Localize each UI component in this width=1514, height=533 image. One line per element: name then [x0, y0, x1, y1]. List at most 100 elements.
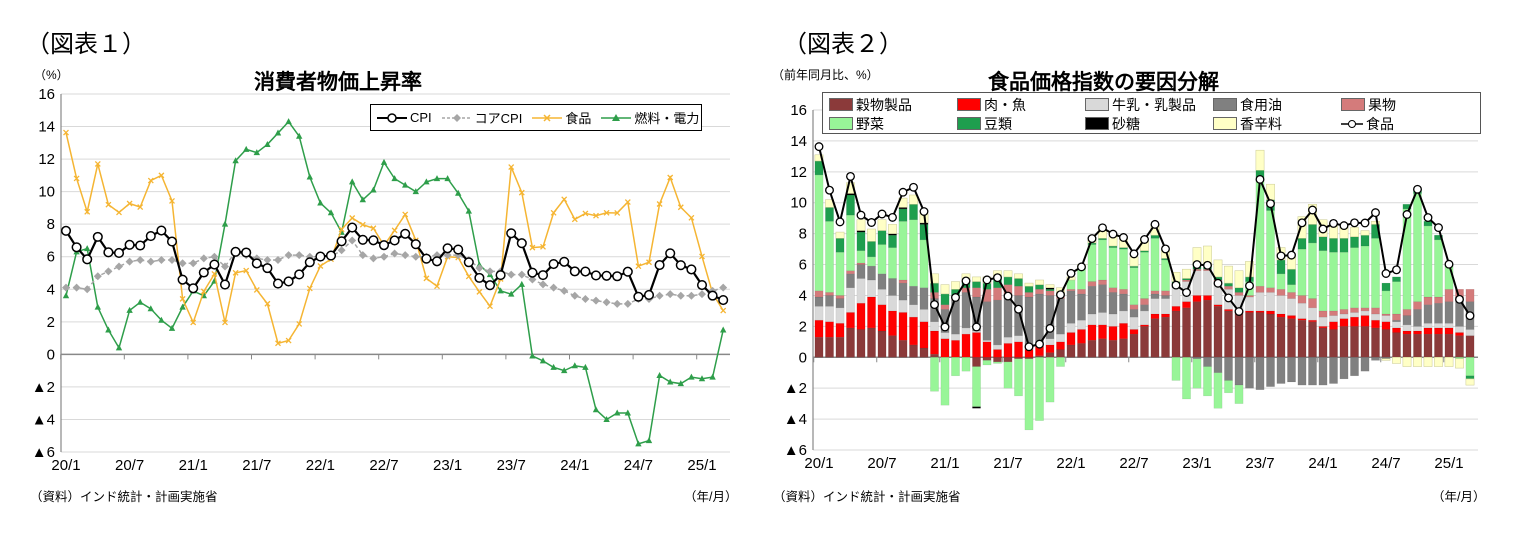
- chart2-bar-stack: [1329, 222, 1338, 384]
- data-point: [177, 274, 188, 285]
- data-point: [688, 373, 695, 380]
- bar-segment: [846, 327, 855, 358]
- data-point: [654, 259, 665, 271]
- bar-segment: [1203, 295, 1212, 301]
- chart2-bar-stack: [1066, 276, 1076, 358]
- bar-segment: [1287, 298, 1296, 316]
- chart2-unit-label: （前年同月比、%）: [772, 68, 879, 82]
- bar-segment: [877, 219, 887, 231]
- data-point: [940, 322, 950, 332]
- bar-segment: [1423, 296, 1433, 305]
- data-point: [284, 251, 293, 260]
- data-point: [676, 291, 685, 300]
- data-point: [232, 157, 239, 164]
- bar-segment: [1339, 357, 1349, 380]
- chart2-bar-stack: [1360, 230, 1370, 372]
- bar-segment: [898, 312, 908, 341]
- bar-segment: [1129, 333, 1139, 358]
- bar-segment: [1360, 315, 1370, 327]
- data-point: [442, 243, 453, 254]
- bar-segment: [1339, 309, 1349, 315]
- data-point: [560, 286, 569, 295]
- chart1-x-unit: （年/月）: [684, 490, 738, 504]
- legend-item-vegetables: 野菜: [829, 114, 957, 133]
- data-point: [550, 209, 557, 216]
- data-point: [718, 294, 729, 306]
- data-point: [421, 253, 432, 264]
- bar-segment: [1413, 333, 1422, 358]
- bar-segment: [1392, 321, 1401, 329]
- bar-segment: [1045, 289, 1055, 292]
- chart2-bar-stack: [888, 224, 897, 358]
- bar-segment: [1077, 268, 1086, 290]
- bar-segment: [1297, 302, 1307, 319]
- bar-segment: [1413, 301, 1422, 310]
- data-point: [412, 188, 419, 195]
- bar-segment: [1224, 310, 1233, 358]
- chart1-y-tick-label: 2: [47, 314, 55, 331]
- bar-segment: [1087, 313, 1097, 326]
- bar-segment: [1402, 333, 1412, 358]
- data-point: [516, 238, 527, 249]
- legend-item-spices: 香辛料: [1213, 114, 1341, 133]
- legend-item-oils: 食用油: [1213, 95, 1341, 114]
- bar-segment: [1140, 326, 1149, 358]
- data-point: [580, 266, 591, 277]
- bar-segment: [1171, 357, 1181, 381]
- data-point: [1276, 251, 1286, 261]
- bar-segment: [835, 336, 845, 358]
- data-point: [612, 271, 623, 282]
- chart1-series-0: [60, 222, 729, 306]
- chart1-y-tick-label: 16: [38, 86, 55, 103]
- chart2-bar-stack: [1234, 270, 1244, 404]
- legend-item-core-cpi: コアCPI: [441, 108, 522, 127]
- data-point: [241, 247, 252, 258]
- bar-segment: [1129, 316, 1139, 330]
- bar-segment: [1150, 313, 1160, 319]
- data-point: [145, 231, 156, 242]
- chart1-y-tick-label: ▲4: [32, 411, 55, 428]
- bar-segment: [814, 336, 824, 358]
- bar-segment: [825, 321, 834, 338]
- bar-segment: [1161, 313, 1170, 318]
- bar-segment: [1140, 310, 1149, 326]
- chart2-bar-stack: [835, 231, 845, 358]
- bar-segment: [814, 160, 824, 176]
- bar-segment: [1108, 326, 1118, 341]
- legend-label: 燃料・電力: [634, 111, 700, 126]
- chart2-x-tick-label: 21/1: [930, 455, 959, 472]
- bar-segment: [1129, 304, 1139, 310]
- bar-segment: [1224, 380, 1233, 394]
- bar-segment: [1465, 375, 1475, 380]
- bar-segment: [993, 361, 1002, 364]
- bar-segment: [972, 357, 981, 367]
- data-point: [391, 175, 398, 182]
- data-point: [126, 306, 133, 313]
- data-point: [71, 242, 82, 253]
- data-point: [1245, 281, 1254, 291]
- bar-segment: [1360, 245, 1370, 309]
- bar-segment: [1098, 239, 1107, 281]
- bar-segment: [1255, 312, 1265, 358]
- data-point: [294, 269, 305, 280]
- bar-segment: [1287, 315, 1296, 319]
- bar-segment: [1255, 357, 1265, 390]
- legend-label: 砂糖: [1112, 115, 1140, 132]
- data-point: [646, 259, 652, 266]
- bar-segment: [1035, 284, 1044, 290]
- data-point: [687, 291, 696, 300]
- bar-segment: [1276, 295, 1286, 315]
- bar-segment: [1003, 270, 1013, 278]
- data-point: [835, 217, 845, 227]
- data-point: [199, 254, 208, 263]
- data-point: [497, 287, 504, 294]
- bar-segment: [1413, 193, 1422, 302]
- data-point: [178, 259, 187, 268]
- data-point: [84, 208, 91, 215]
- bar-segment: [1423, 304, 1433, 324]
- chart2-y-tick-label: ▲2: [784, 380, 807, 397]
- data-point: [105, 326, 112, 333]
- bar-segment: [1150, 293, 1160, 299]
- data-point: [136, 255, 145, 264]
- data-point: [209, 259, 220, 270]
